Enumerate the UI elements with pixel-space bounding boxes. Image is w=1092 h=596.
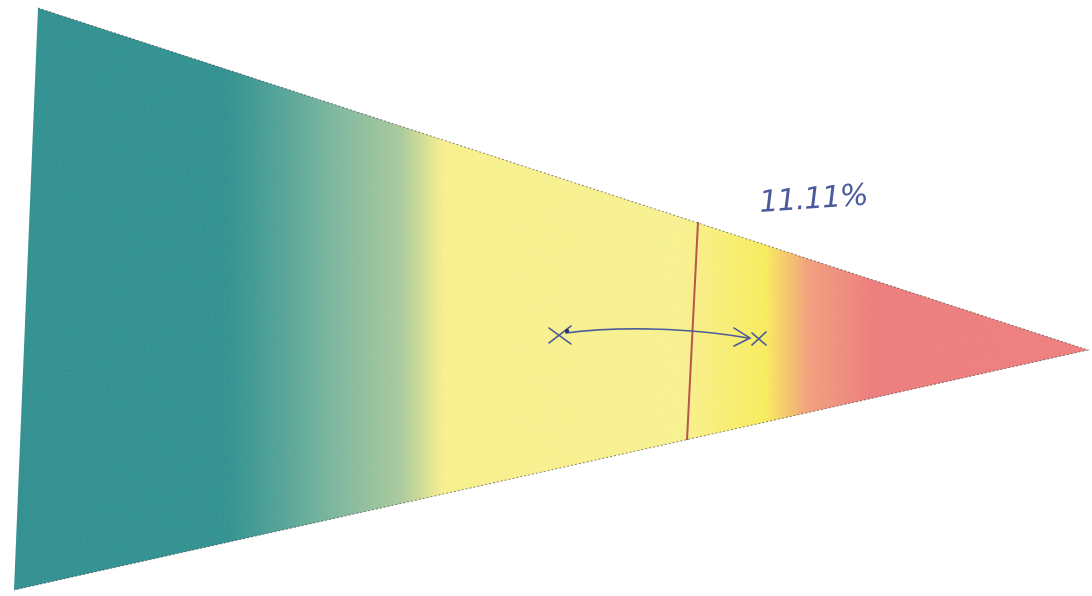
end-x-mark-icon xyxy=(751,331,767,346)
arrow-shaft xyxy=(565,328,749,339)
wedge-outline xyxy=(13,7,1090,591)
percentage-annotation: 11.11% xyxy=(758,178,869,220)
arrow-head-icon xyxy=(733,327,752,347)
color-gradient-wedge xyxy=(14,8,1088,590)
start-dot xyxy=(564,328,570,334)
movement-arrow xyxy=(548,325,767,347)
